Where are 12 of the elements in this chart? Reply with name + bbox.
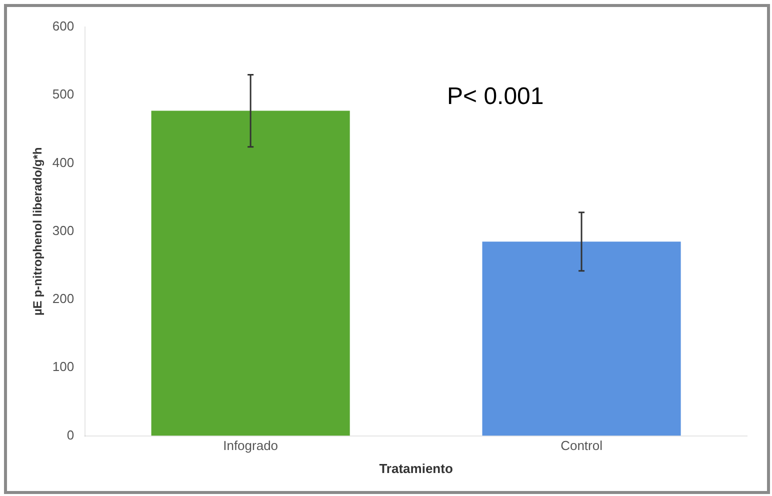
x-axis-title: Tratamiento [379,460,453,476]
x-tick-label: Infogrado [223,438,278,454]
y-axis-title: µE p-nitrophenol liberado/g*h [30,147,45,316]
y-tick-label: 300 [52,222,74,238]
y-tick-label: 100 [52,359,74,374]
annotation: P< 0.001 [447,83,544,111]
y-tick-label: 600 [52,18,74,34]
y-tick-label: 500 [52,86,74,102]
y-tick-label: 0 [66,427,74,442]
x-tick-label: Control [560,438,603,454]
y-tick-label: 400 [52,154,74,170]
y-tick-label: 200 [52,291,74,306]
